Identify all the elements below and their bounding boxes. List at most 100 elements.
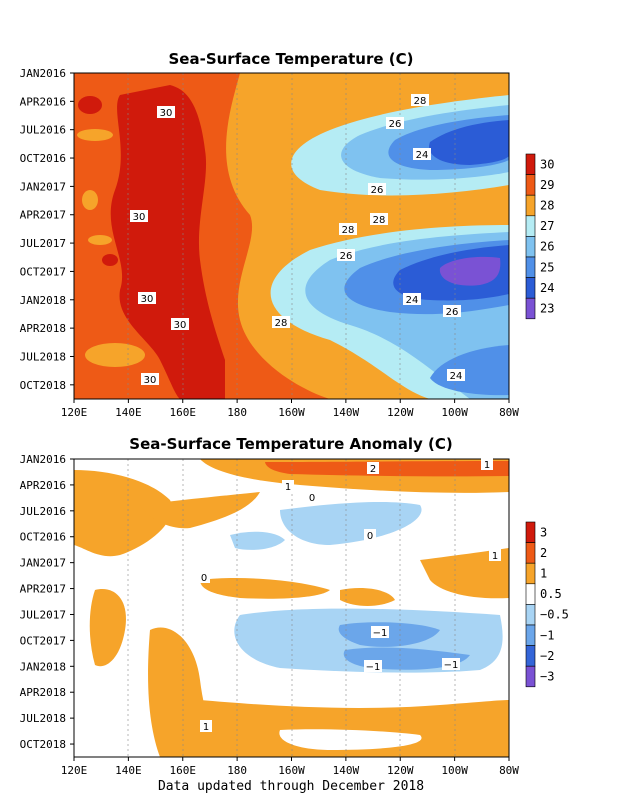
x-tick-label: 140E	[115, 764, 142, 777]
ssta-title: Sea-Surface Temperature Anomaly (C)	[129, 435, 452, 453]
colorbar-swatch	[525, 297, 536, 320]
contour-label-bg	[337, 249, 355, 261]
y-tick-label: JUL2018	[20, 712, 66, 725]
y-tick-label: JAN2017	[20, 180, 66, 193]
colorbar-swatch	[525, 153, 536, 175]
colorbar-label: 3	[540, 525, 547, 539]
x-tick-label: 80W	[499, 406, 519, 419]
ssta-field	[74, 459, 509, 757]
contour-label-bg	[367, 462, 379, 474]
contour-label: 28	[414, 96, 427, 107]
contour-label: 30	[160, 108, 173, 119]
y-tick-label: APR2016	[20, 95, 66, 108]
colorbar-swatch	[525, 624, 536, 646]
contour-label: 30	[141, 294, 154, 305]
y-tick-label: JAN2016	[20, 453, 66, 466]
y-tick-label: APR2017	[20, 209, 66, 222]
y-tick-label: JAN2016	[20, 67, 66, 80]
y-tick-label: JAN2018	[20, 294, 66, 307]
x-tick-label: 180	[227, 764, 247, 777]
x-tick-label: 120E	[61, 764, 88, 777]
contour-label: 1	[484, 460, 490, 471]
contour-label: 24	[406, 295, 419, 306]
contour-label-bg	[386, 117, 404, 129]
colorbar-swatch	[525, 542, 536, 564]
y-tick-label: JAN2017	[20, 557, 66, 570]
x-tick-label: 80W	[499, 764, 519, 777]
colorbar-swatch	[525, 562, 536, 585]
contour-label-bg	[272, 316, 290, 328]
contour-label-bg	[411, 94, 429, 106]
y-tick-label: JUL2016	[20, 505, 66, 518]
colorbar-swatch	[525, 215, 536, 237]
contour-label: −1	[373, 628, 388, 639]
colorbar-label: 0.5	[540, 587, 562, 601]
contour-label-bg	[130, 210, 148, 222]
contour-label: 1	[285, 482, 291, 493]
contour-label-bg	[403, 293, 421, 305]
contour-label-bg	[371, 626, 389, 638]
x-tick-label: 140W	[333, 764, 360, 777]
y-tick-label: APR2017	[20, 583, 66, 596]
contour-label-bg	[443, 305, 461, 317]
sst-field	[74, 73, 509, 399]
contour-label-bg	[481, 458, 493, 470]
y-tick-label: OCT2018	[20, 738, 66, 751]
y-tick-label: APR2018	[20, 322, 66, 335]
colorbar-label: 1	[540, 567, 547, 581]
colorbar-label: 27	[540, 219, 554, 233]
y-tick-label: APR2018	[20, 686, 66, 699]
sst-title: Sea-Surface Temperature (C)	[169, 50, 414, 68]
contour-label: 0	[367, 531, 373, 542]
colorbar-label: 23	[540, 302, 554, 316]
footer-note: Data updated through December 2018	[158, 779, 424, 794]
y-tick-label: JUL2017	[20, 237, 66, 250]
colorbar-swatch	[525, 604, 536, 626]
contour-label: 2	[370, 464, 376, 475]
colorbar-label: 29	[540, 178, 554, 192]
x-tick-label: 160E	[170, 764, 197, 777]
contour-label-bg	[364, 660, 382, 672]
colorbar-label: 2	[540, 546, 547, 560]
contour-label-bg	[171, 318, 189, 330]
colorbar-label: −0.5	[540, 608, 569, 622]
colorbar-label: −2	[540, 649, 554, 663]
colorbar-label: −1	[540, 628, 554, 642]
contour-label: 28	[373, 215, 386, 226]
colorbar-label: 24	[540, 281, 554, 295]
contour-label: 26	[371, 185, 384, 196]
contour-label-bg	[141, 373, 159, 385]
x-tick-label: 160E	[170, 406, 197, 419]
x-tick-label: 120W	[387, 406, 414, 419]
colorbar-swatch	[525, 521, 536, 543]
colorbar-swatch	[525, 174, 536, 196]
contour-label: 30	[144, 375, 157, 386]
y-tick-label: JUL2016	[20, 124, 66, 137]
contour-label: 28	[275, 318, 288, 329]
y-tick-label: JUL2018	[20, 350, 66, 363]
contour-label-bg	[489, 549, 501, 561]
contour-label: 1	[492, 551, 498, 562]
contour-label: 28	[342, 225, 355, 236]
colorbar-swatch	[525, 645, 536, 667]
contour-label-bg	[364, 529, 376, 541]
contour-label-bg	[442, 658, 460, 670]
y-tick-label: OCT2018	[20, 379, 66, 392]
contour-label-bg	[198, 571, 210, 583]
contour-label-bg	[339, 223, 357, 235]
contour-label: 24	[450, 371, 463, 382]
y-tick-label: OCT2016	[20, 152, 66, 165]
contour-label-bg	[413, 148, 431, 160]
x-tick-label: 100W	[441, 764, 468, 777]
contour-label-bg	[200, 720, 212, 732]
contour-label-bg	[157, 106, 175, 118]
colorbar-swatch	[525, 236, 536, 258]
y-tick-label: OCT2017	[20, 265, 66, 278]
x-tick-label: 140E	[115, 406, 142, 419]
x-tick-label: 100W	[441, 406, 468, 419]
contour-label: 0	[201, 573, 207, 584]
y-tick-label: OCT2017	[20, 634, 66, 647]
colorbar-swatch	[525, 194, 536, 217]
contour-label: 26	[389, 119, 402, 130]
contour-label: 26	[340, 251, 353, 262]
